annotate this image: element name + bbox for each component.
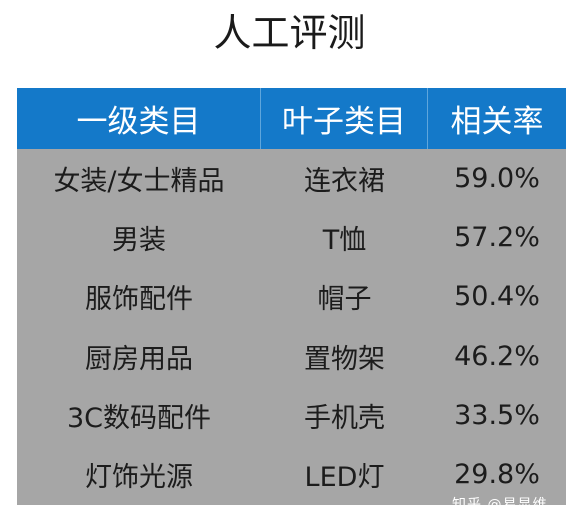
table-row: 服饰配件 帽子 50.4% (17, 267, 566, 326)
cell-rate: 59.0% (454, 163, 540, 195)
cell-leaf-category: 连衣裙 (304, 166, 385, 198)
cell-leaf-category: T恤 (322, 225, 367, 257)
table-row: 女装/女士精品 连衣裙 59.0% (17, 149, 566, 208)
cell-leaf-category: LED灯 (304, 462, 385, 494)
header-category: 一级类目 (17, 88, 261, 149)
table-header: 一级类目 叶子类目 相关率 (17, 88, 566, 149)
page-title: 人工评测 (213, 11, 366, 55)
cell-category: 厨房用品 (85, 343, 193, 375)
cell-category: 灯饰光源 (85, 462, 193, 494)
cell-rate: 46.2% (454, 340, 540, 372)
cell-rate: 29.8% (454, 459, 540, 491)
cell-leaf-category: 置物架 (304, 343, 385, 375)
table-row: 3C数码配件 手机壳 33.5% (17, 386, 566, 445)
cell-category: 服饰配件 (85, 284, 193, 316)
cell-category: 女装/女士精品 (53, 166, 225, 198)
table-body: 女装/女士精品 连衣裙 59.0% 男装 T恤 57.2% 服饰配件 帽子 50… (17, 149, 566, 504)
cell-leaf-category: 手机壳 (304, 402, 385, 434)
cell-rate: 50.4% (454, 281, 540, 313)
header-relevance-rate: 相关率 (450, 104, 544, 140)
table-row: 厨房用品 置物架 46.2% (17, 327, 566, 386)
cell-category: 男装 (112, 225, 166, 257)
data-table: 一级类目 叶子类目 相关率 女装/女士精品 连衣裙 59.0% 男装 T恤 57… (17, 88, 566, 505)
table-row: 男装 T恤 57.2% (17, 208, 566, 267)
cell-rate: 33.5% (454, 399, 540, 431)
header-leaf-category: 叶子类目 (261, 88, 428, 149)
watermark: 知乎 @易显维 (452, 497, 548, 513)
cell-leaf-category: 帽子 (317, 284, 372, 316)
cell-rate: 57.2% (454, 222, 540, 254)
table-row: 灯饰光源 LED灯 29.8% (17, 445, 566, 504)
cell-category: 3C数码配件 (66, 402, 212, 434)
